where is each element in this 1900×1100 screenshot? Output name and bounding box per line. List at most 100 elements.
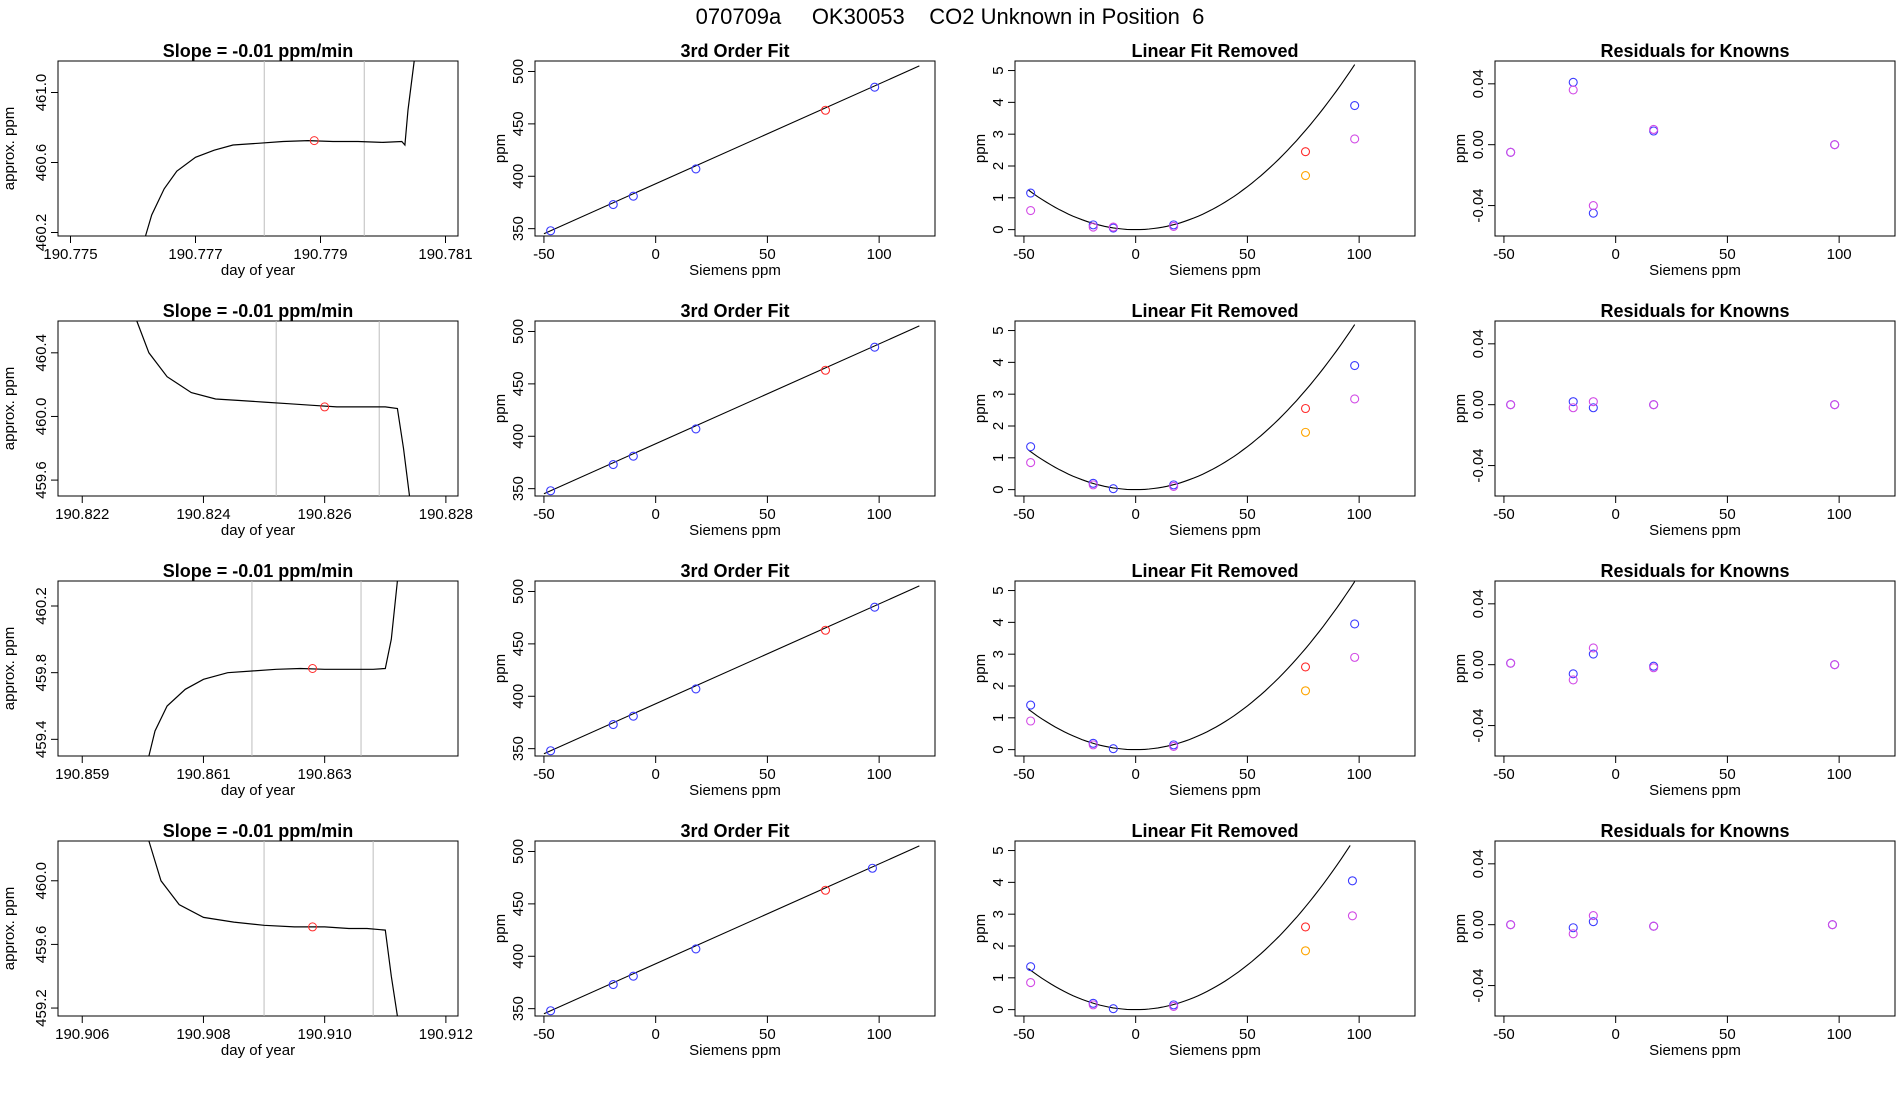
panel-r1-timeseries-ytick-label: 460.6 xyxy=(33,144,50,182)
panel-r3-linear_removed-point xyxy=(1169,741,1179,752)
panel-r3-fit-ytick-label: 400 xyxy=(510,684,527,709)
panel-r3-residuals-ytick-label: 0.00 xyxy=(1470,650,1487,679)
panel-r2-linear_removed-fit-curve xyxy=(1028,324,1356,491)
panel-r3-residuals-point xyxy=(1649,663,1659,673)
panel-r2-timeseries-ylabel: approx. ppm xyxy=(1,367,18,450)
panel-r2-linear_removed-point xyxy=(1026,458,1036,468)
panel-r3-linear_removed-xtick-label: 50 xyxy=(1239,766,1256,783)
panel-r2-linear_removed-title: Linear Fit Removed xyxy=(1131,301,1298,321)
panel-r1-fit-point xyxy=(546,226,556,236)
panel-r3-linear_removed-xtick-label: -50 xyxy=(1013,766,1035,783)
panel-r4-linear_removed-point xyxy=(1300,922,1311,932)
panel-r3-linear_removed-point xyxy=(1300,662,1311,672)
panel-r2-linear_removed-ylabel: ppm xyxy=(972,394,989,423)
panel-r2-residuals-point xyxy=(1830,400,1840,410)
panel-r3-timeseries-title: Slope = -0.01 ppm/min xyxy=(163,561,354,581)
panel-r4-timeseries-trace xyxy=(148,840,398,1017)
panel-r3-fit-xtick-label: 100 xyxy=(867,766,892,783)
panel-r4-linear_removed-ytick-label: 5 xyxy=(990,846,1007,854)
panel-r2-timeseries-title: Slope = -0.01 ppm/min xyxy=(163,301,354,321)
panel-r2-fit-point xyxy=(546,486,556,496)
panel-r3-fit-title: 3rd Order Fit xyxy=(680,561,789,581)
panel-r2-fit-ytick-label: 500 xyxy=(510,319,527,344)
panel-r4-timeseries-xtick-label: 190.910 xyxy=(298,1026,352,1043)
panel-r4-linear_removed-ytick-label: 0 xyxy=(990,1005,1007,1013)
panel-r1-linear_removed-xtick-label: 50 xyxy=(1239,246,1256,263)
panel-r2-linear_removed-ytick-label: 5 xyxy=(990,326,1007,334)
panel-r3-fit-ytick-label: 450 xyxy=(510,631,527,656)
panel-r4-fit-ytick-label: 350 xyxy=(510,996,527,1021)
panel-r2-residuals-frame xyxy=(1494,320,1896,497)
panel-r2-fit-point xyxy=(691,424,701,434)
panel-r4-fit-title: 3rd Order Fit xyxy=(680,821,789,841)
panel-r1-timeseries-ytick-label: 461.0 xyxy=(33,74,50,112)
panel-r4-linear_removed-xtick-label: -50 xyxy=(1013,1026,1035,1043)
panel-r2-linear_removed-point xyxy=(1169,481,1179,492)
panel-r4-linear_removed-fit-curve xyxy=(1028,845,1351,1011)
panel-r1-timeseries-frame xyxy=(57,60,459,237)
panel-r2-fit-point xyxy=(628,451,638,461)
panel-r3-linear_removed-point xyxy=(1108,744,1118,754)
panel-r1-timeseries-xtick-label: 190.775 xyxy=(43,246,97,263)
panel-r4-linear_removed-ylabel: ppm xyxy=(972,914,989,943)
panel-r4-residuals-frame xyxy=(1494,840,1896,1017)
panel-r2-fit-point xyxy=(870,342,880,352)
panel-r2-linear_removed-point xyxy=(1350,360,1360,371)
panel-r2-linear_removed-frame xyxy=(1014,320,1416,497)
panel-r2-timeseries-trace xyxy=(136,320,411,497)
panel-r1-fit-point xyxy=(820,105,831,115)
panel-r4-residuals-ytick-label: 0.00 xyxy=(1470,910,1487,939)
panel-r2-fit-point xyxy=(820,365,831,375)
panel-r1-residuals-title: Residuals for Knowns xyxy=(1600,41,1789,61)
panel-r2-timeseries-frame xyxy=(57,320,459,497)
panel-r3-fit-point xyxy=(870,602,880,612)
panel-r1-fit-ytick-label: 500 xyxy=(510,59,527,84)
panel-r1-fit-point xyxy=(691,164,701,174)
panel-r3-residuals-ytick-label: -0.04 xyxy=(1470,708,1487,742)
panel-r3-fit-frame xyxy=(534,580,936,757)
panel-r4-fit-xtick-label: 100 xyxy=(867,1026,892,1043)
panel-r2-fit-point xyxy=(608,460,618,470)
panel-r1-linear_removed-point xyxy=(1300,147,1311,157)
panel-r1-residuals-point xyxy=(1830,140,1840,150)
panel-r2-timeseries-xtick-label: 190.822 xyxy=(55,506,109,523)
panel-r3-residuals-point xyxy=(1568,675,1578,685)
panel-r3-timeseries-xtick-label: 190.859 xyxy=(55,766,109,783)
panel-r2-linear_removed-point xyxy=(1300,403,1311,414)
panel-r4-residuals-xtick-label: 50 xyxy=(1719,1026,1736,1043)
panel-r3-timeseries-mean-marker xyxy=(308,664,318,673)
panel-r1-linear_removed-point xyxy=(1350,100,1360,111)
panel-r3-residuals-point xyxy=(1506,658,1516,668)
panel-r2-timeseries-ytick-label: 460.0 xyxy=(33,398,50,436)
panel-r1-fit-point xyxy=(870,82,880,92)
panel-r1-timeseries-ylabel: approx. ppm xyxy=(1,107,18,190)
panel-r4-residuals-ytick-label: -0.04 xyxy=(1470,968,1487,1002)
panel-r2-linear_removed-ytick-label: 3 xyxy=(990,390,1007,398)
panel-r3-fit-point xyxy=(820,625,831,635)
panel-r4-residuals-xlabel: Siemens ppm xyxy=(1649,1042,1741,1059)
panel-r3-residuals-ylabel: ppm xyxy=(1452,654,1469,683)
panel-r2-fit-ylabel: ppm xyxy=(492,394,509,423)
panel-r1-fit-frame xyxy=(534,60,936,237)
panel-r1-fit-point xyxy=(628,191,638,201)
panel-r2-linear_removed-xtick-label: 100 xyxy=(1347,506,1372,523)
panel-r3-linear_removed-title: Linear Fit Removed xyxy=(1131,561,1298,581)
panel-r4-fit-xlabel: Siemens ppm xyxy=(689,1042,781,1059)
panel-r2-linear_removed-ytick-label: 1 xyxy=(990,454,1007,462)
panel-r2-residuals-title: Residuals for Knowns xyxy=(1600,301,1789,321)
panel-r3-timeseries-ytick-label: 459.4 xyxy=(33,721,50,759)
panel-r3-fit-xtick-label: 50 xyxy=(759,766,776,783)
panel-r1-residuals-xtick-label: 50 xyxy=(1719,246,1736,263)
panel-r3-fit-point xyxy=(691,684,701,694)
panel-r1-timeseries-ytick-label: 460.2 xyxy=(33,214,50,252)
panel-r4-linear_removed-xtick-label: 0 xyxy=(1131,1026,1139,1043)
panel-r2-residuals-ylabel: ppm xyxy=(1452,394,1469,423)
panel-r1-linear_removed-xtick-label: -50 xyxy=(1013,246,1035,263)
panel-r1-fit-ytick-label: 450 xyxy=(510,111,527,136)
panel-r1-residuals-point xyxy=(1588,208,1598,218)
panel-r1-residuals-point xyxy=(1506,147,1516,157)
panel-r4-fit-point xyxy=(608,980,618,990)
panel-r3-residuals-xtick-label: 0 xyxy=(1611,766,1619,783)
panel-r3-linear_removed-frame xyxy=(1014,580,1416,757)
panel-r2-residuals-xtick-label: 50 xyxy=(1719,506,1736,523)
